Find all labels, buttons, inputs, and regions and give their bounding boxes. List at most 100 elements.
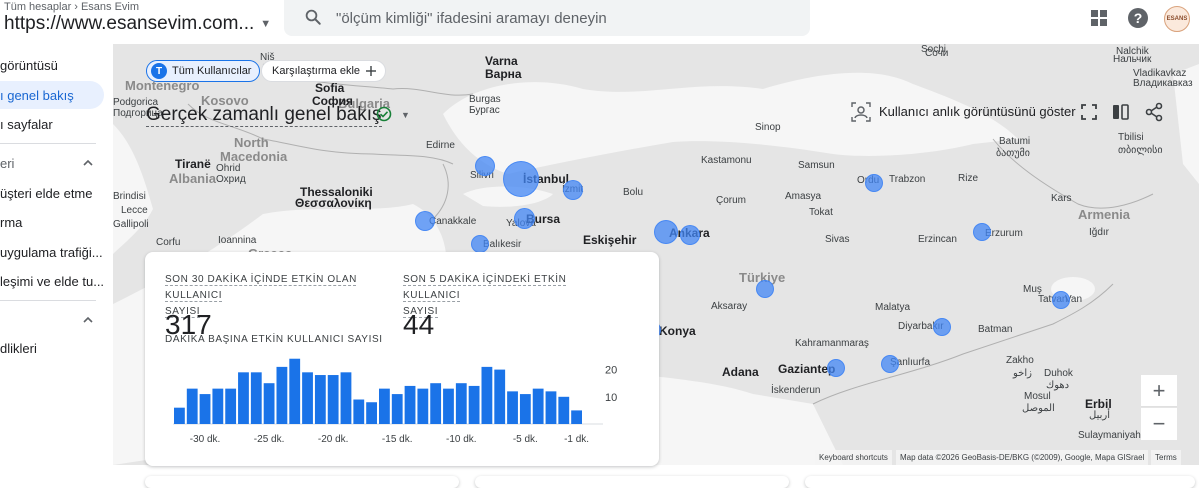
- map-bubble-balikesir[interactable]: [471, 235, 489, 253]
- map-city-label: Владикавказ: [1133, 78, 1193, 89]
- chart-bar[interactable]: [481, 366, 493, 424]
- chart-bar[interactable]: [455, 383, 467, 424]
- map-city-label: Охрид: [216, 174, 246, 185]
- chart-bar[interactable]: [174, 407, 185, 424]
- chart-x-tick-label: -15 dk.: [382, 434, 413, 445]
- sidebar-section-2[interactable]: [0, 306, 104, 334]
- chart-bar[interactable]: [391, 394, 403, 424]
- chart-bar[interactable]: [327, 375, 339, 424]
- map-city-label: Şanlıurfa: [890, 357, 931, 368]
- chart-bar[interactable]: [558, 396, 570, 424]
- chart-x-tick-label: -1 dk.: [564, 434, 589, 445]
- map-city-label: Sinop: [755, 122, 781, 133]
- bottom-card-3: [805, 476, 1195, 488]
- sidebar-item-label: dlikleri: [0, 340, 37, 356]
- zoom-out-button[interactable]: −: [1141, 408, 1177, 440]
- sidebar-item-acquisition[interactable]: üşteri elde etme: [0, 179, 104, 207]
- chart-bar[interactable]: [545, 391, 557, 424]
- plus-icon: [366, 66, 377, 76]
- property-selector[interactable]: https://www.esansevim.com... ▼: [4, 13, 271, 35]
- sidebar-section-reports[interactable]: eri: [0, 149, 104, 177]
- map-city-label: Niš: [260, 52, 275, 63]
- sidebar-divider: [0, 300, 96, 301]
- map-bubble-izmit[interactable]: [563, 180, 583, 200]
- chart-bar[interactable]: [366, 402, 377, 424]
- chart-bar[interactable]: [404, 385, 416, 424]
- chart-bar[interactable]: [186, 388, 198, 424]
- breadcrumb-chevron-icon: ›: [74, 1, 78, 13]
- chart-bar[interactable]: [238, 372, 249, 424]
- chart-bar[interactable]: [314, 375, 326, 424]
- share-icon[interactable]: [1144, 102, 1164, 122]
- map-bubble-van[interactable]: [1052, 291, 1070, 309]
- map-city-label: Kahramanmaraş: [795, 338, 869, 349]
- add-comparison-button[interactable]: Karşılaştırma ekle: [261, 60, 387, 82]
- chart-bar[interactable]: [430, 383, 442, 424]
- sidebar-item-traffic-acquisition[interactable]: uygulama trafiği...: [0, 238, 104, 266]
- map-country-label: North: [234, 135, 269, 150]
- user-snapshot-button[interactable]: Kullanıcı anlık görüntüsünü göster: [879, 104, 1076, 119]
- chart-x-tick-label: -30 dk.: [190, 434, 221, 445]
- map-bubble-istanbul[interactable]: [503, 161, 539, 197]
- search-input[interactable]: [336, 8, 776, 28]
- segment-chip-all-users[interactable]: T Tüm Kullanıcılar: [146, 60, 261, 82]
- map-bubble-gaziantep[interactable]: [827, 359, 845, 377]
- chart-bar[interactable]: [571, 410, 582, 424]
- apps-grid-icon[interactable]: [1088, 7, 1110, 29]
- chart-bar[interactable]: [340, 372, 352, 424]
- keyboard-shortcuts-link[interactable]: Keyboard shortcuts: [815, 450, 892, 465]
- map-bubble-diyarbakir[interactable]: [933, 318, 951, 336]
- search-bar[interactable]: [284, 0, 810, 36]
- zoom-in-button[interactable]: +: [1141, 375, 1177, 407]
- sidebar-item-realtime-pages[interactable]: ı sayfalar: [0, 110, 104, 138]
- chart-bar[interactable]: [250, 372, 262, 424]
- chart-bar[interactable]: [507, 391, 518, 424]
- chart-bar[interactable]: [417, 388, 429, 424]
- avatar[interactable]: ESANS: [1164, 6, 1190, 32]
- metric-30min-label[interactable]: SON 30 DAKİKA İÇİNDE ETKİN OLAN KULLANIC…: [165, 272, 397, 320]
- map-bubble-erzurum[interactable]: [973, 223, 991, 241]
- breadcrumb-account[interactable]: Esans Evim: [80, 1, 140, 13]
- map-bubble-canakkale[interactable]: [415, 211, 435, 231]
- map-bubble-silivri[interactable]: [475, 156, 495, 176]
- sidebar-item-label: üşteri elde etme: [0, 185, 93, 201]
- map-bubble-nevsehir[interactable]: [756, 280, 774, 298]
- chart-bar[interactable]: [225, 388, 237, 424]
- sidebar-item-snapshot[interactable]: görüntüsü: [0, 51, 104, 79]
- terms-link[interactable]: Terms: [1151, 450, 1181, 465]
- chart-bar[interactable]: [263, 383, 275, 424]
- chart-bar[interactable]: [199, 394, 211, 424]
- map-bubble-sanliurfa[interactable]: [881, 355, 899, 373]
- chart-bar[interactable]: [379, 388, 390, 424]
- fullscreen-icon[interactable]: [1079, 102, 1099, 122]
- users-per-minute-chart[interactable]: 10 20 -30 dk. -25 dk. -20 dk. -15 dk. -10 dk. -…: [163, 352, 643, 447]
- chart-bar[interactable]: [289, 358, 301, 424]
- sidebar-item-engagement[interactable]: leşimi ve elde tu...: [0, 267, 104, 295]
- sidebar-item-events[interactable]: dlikleri: [0, 334, 104, 362]
- help-icon[interactable]: ?: [1127, 7, 1149, 29]
- map-bubble-bursa[interactable]: [514, 208, 535, 229]
- sidebar-item-label: ı genel bakış: [0, 87, 74, 103]
- chart-bar[interactable]: [519, 394, 531, 424]
- map-bubble-ordu[interactable]: [865, 174, 883, 192]
- chart-bar[interactable]: [532, 388, 544, 424]
- chart-bar[interactable]: [353, 399, 365, 424]
- map-bubble-ankara-2[interactable]: [680, 225, 700, 245]
- chart-bar[interactable]: [212, 388, 224, 424]
- chart-bar[interactable]: [494, 369, 506, 424]
- chart-bar[interactable]: [468, 385, 480, 424]
- caret-down-icon[interactable]: ▼: [401, 110, 410, 120]
- sidebar-item-realtime-overview[interactable]: ı genel bakış: [0, 81, 104, 109]
- chart-bar[interactable]: [443, 388, 454, 424]
- breadcrumb-root[interactable]: Tüm hesaplar: [4, 1, 72, 13]
- metric-5min-label[interactable]: SON 5 DAKİKA İÇİNDEKİ ETKİN KULLANICI SA…: [403, 272, 613, 320]
- account-breadcrumb[interactable]: Tüm hesaplar › Esans Evim: [4, 1, 139, 13]
- compare-view-icon[interactable]: [1111, 102, 1131, 122]
- map-city-label: Нальчик: [1113, 54, 1152, 65]
- map-data-attribution: Map data ©2026 GeoBasis-DE/BKG (©2009), …: [896, 450, 1149, 465]
- chart-bar[interactable]: [302, 372, 313, 424]
- user-snapshot-icon[interactable]: [851, 102, 871, 122]
- chart-bar[interactable]: [276, 366, 288, 424]
- sidebar-item-user-acquisition[interactable]: rma: [0, 208, 104, 236]
- map-bubble-ankara[interactable]: [654, 220, 678, 244]
